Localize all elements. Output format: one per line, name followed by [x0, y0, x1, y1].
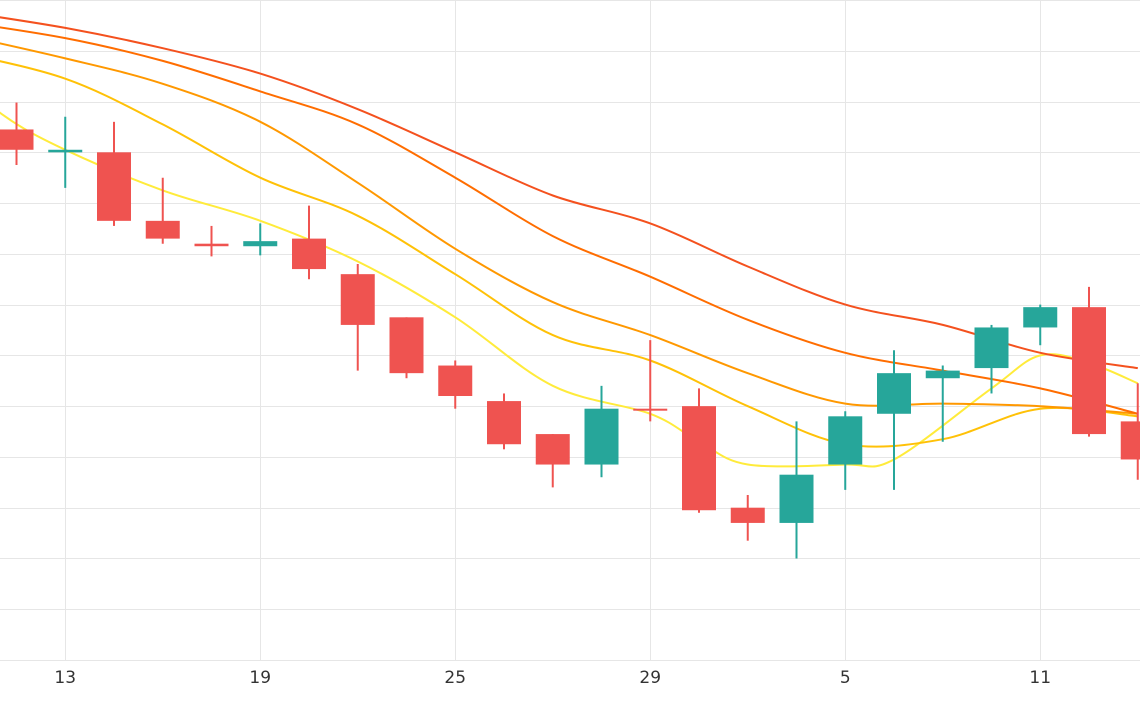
candle	[828, 411, 863, 490]
candle-body	[0, 129, 34, 150]
candle	[730, 495, 765, 541]
moving-average-line-4	[0, 26, 1139, 415]
candle-body	[340, 274, 375, 325]
grid	[0, 0, 1140, 661]
candle-body	[584, 408, 619, 465]
candle	[877, 350, 911, 490]
x-tick-label: 5	[840, 668, 851, 688]
candle	[243, 223, 278, 256]
candle-body	[1072, 307, 1106, 435]
x-tick-label: 13	[54, 668, 76, 688]
candle	[925, 365, 960, 442]
candle	[974, 324, 1009, 394]
candle	[340, 264, 375, 371]
candle-body	[828, 416, 863, 465]
candle	[48, 116, 83, 188]
candle-body	[925, 370, 960, 379]
candle-body	[487, 401, 521, 445]
candle-body	[97, 152, 131, 221]
candle	[633, 340, 668, 422]
candle-body	[1023, 307, 1058, 328]
moving-average-line-3	[0, 42, 1138, 415]
candle-body	[779, 474, 814, 523]
candle	[487, 393, 521, 450]
candle	[1072, 286, 1106, 437]
candle-body	[292, 238, 326, 270]
x-tick-label: 25	[444, 668, 466, 688]
x-tick-label: 19	[249, 668, 271, 688]
candle-body	[682, 406, 716, 511]
candle	[389, 317, 424, 379]
candle-body	[1120, 421, 1140, 460]
candle	[1120, 383, 1140, 480]
candle-body	[535, 434, 570, 465]
candle	[1023, 304, 1058, 346]
candle-body	[730, 507, 765, 523]
candle	[438, 360, 473, 409]
x-tick-label: 29	[639, 668, 661, 688]
candle-body	[194, 243, 229, 247]
candles	[0, 102, 1140, 559]
candle-body	[48, 149, 83, 153]
x-tick-label: 11	[1029, 668, 1051, 688]
candle-body	[633, 408, 668, 411]
candle-body	[145, 220, 180, 239]
candle-body	[974, 327, 1009, 369]
x-axis: 13 19 25 29 5 11	[54, 668, 1051, 688]
candle	[584, 385, 619, 478]
candle	[292, 205, 326, 280]
candle	[194, 225, 229, 257]
candle	[535, 434, 570, 488]
candle	[97, 121, 131, 226]
candle-body	[438, 365, 473, 396]
moving-average-line-5	[0, 16, 1138, 370]
candle-body	[877, 373, 911, 414]
candle	[145, 177, 180, 244]
candle-body	[389, 317, 424, 374]
candle-body	[243, 241, 278, 247]
candle	[0, 102, 34, 165]
candle	[682, 388, 716, 513]
moving-average-line-2	[0, 60, 1138, 448]
candle	[779, 421, 814, 559]
